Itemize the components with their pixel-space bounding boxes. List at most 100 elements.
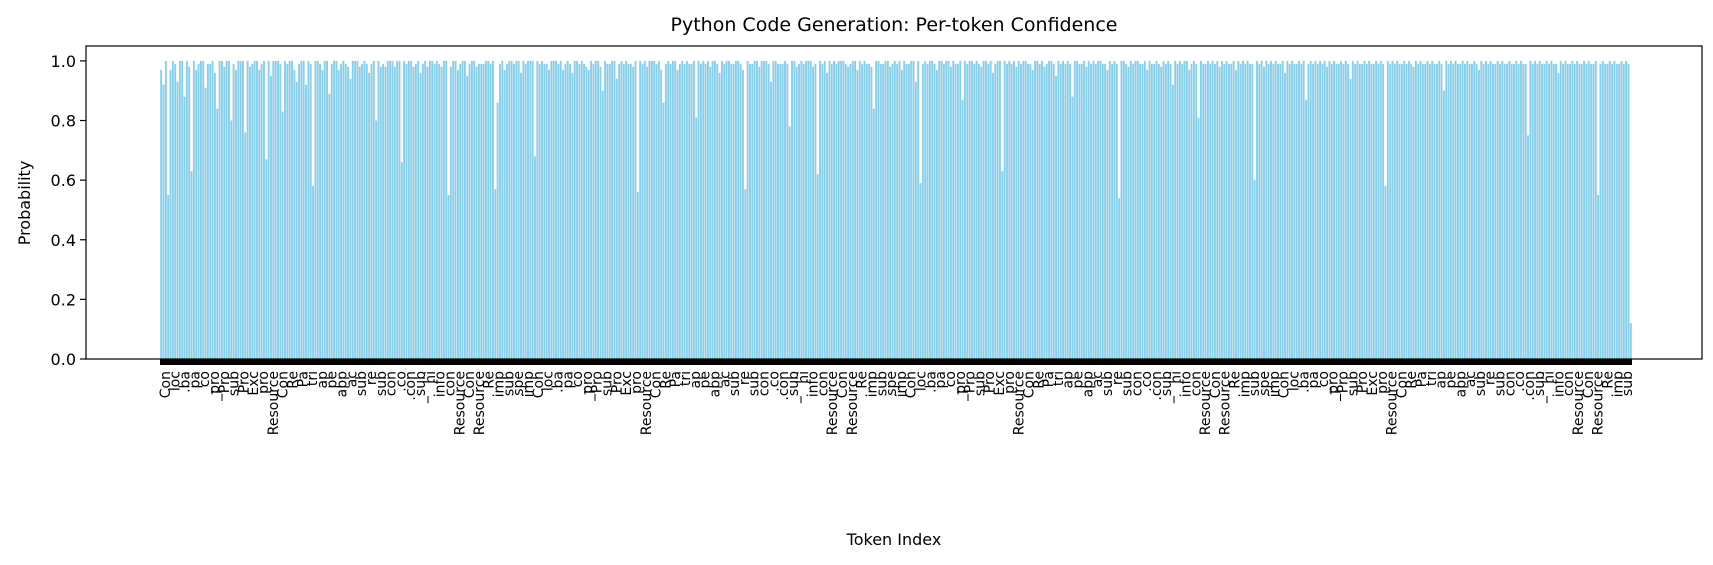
bar [1055, 75, 1057, 359]
bar [1601, 60, 1604, 360]
x-tick-label: Re [658, 371, 674, 389]
bar [485, 60, 487, 360]
bar [202, 60, 205, 360]
bar [1164, 63, 1167, 359]
bar [646, 66, 649, 360]
bar [963, 60, 966, 360]
bar [195, 69, 198, 359]
x-tick-label: spe [1257, 371, 1273, 396]
bar [328, 93, 331, 359]
bar [1225, 60, 1228, 360]
bar [449, 66, 452, 360]
bar [569, 63, 571, 359]
x-tick-label: info [1551, 371, 1567, 397]
bar [227, 60, 230, 360]
x-tick-label: sub [227, 371, 243, 396]
bar [1548, 63, 1550, 359]
x-tick-label: sub [374, 371, 390, 396]
x-tick-label: Con [835, 371, 851, 398]
bar [211, 60, 214, 360]
bar [183, 96, 186, 360]
x-tick-label: .con [403, 371, 419, 401]
bar [1157, 63, 1160, 359]
bar [281, 111, 284, 359]
bar [1377, 63, 1380, 359]
x-tick-label: hi [1169, 371, 1185, 384]
bar [375, 120, 378, 360]
bar [770, 81, 772, 360]
bar [657, 60, 660, 360]
bar [1449, 60, 1452, 360]
bar [300, 60, 303, 360]
bar [844, 63, 847, 359]
bar [816, 174, 819, 359]
bar [192, 60, 195, 360]
bar [674, 60, 677, 360]
bar [1534, 60, 1536, 360]
bar [1270, 60, 1272, 360]
bar [706, 60, 709, 360]
bar [711, 60, 714, 360]
bar [435, 60, 438, 360]
bar [800, 60, 803, 360]
bar [992, 72, 994, 359]
bar [1230, 63, 1233, 359]
bar [428, 60, 431, 360]
x-tick-label: hi [1542, 371, 1558, 384]
bar [854, 60, 857, 360]
bar [641, 63, 644, 359]
x-tick-label: app [708, 371, 724, 397]
bar [718, 72, 721, 359]
x-tick-label: con [1129, 371, 1145, 396]
bar [1003, 60, 1006, 360]
bar [938, 60, 941, 360]
bar [1372, 63, 1375, 359]
bar [1244, 63, 1247, 359]
bar [358, 66, 361, 360]
bar [590, 60, 593, 360]
x-tick-label: Con [1022, 371, 1038, 398]
bar [1087, 60, 1090, 360]
bar [1541, 63, 1543, 359]
x-tick-label: pa [560, 371, 576, 388]
x-tick-label: con [1561, 371, 1577, 396]
bar [639, 60, 642, 360]
bar [1059, 63, 1062, 359]
bar [1620, 60, 1623, 360]
x-tick-label: _sub [1159, 371, 1175, 404]
bar [562, 69, 564, 359]
bar [1073, 60, 1076, 360]
bar [206, 63, 209, 359]
bar [975, 60, 978, 360]
x-tick-label: Exc [1365, 371, 1381, 396]
x-tick-label: ap [1061, 371, 1077, 389]
bar [1316, 63, 1319, 359]
bar [1407, 60, 1410, 360]
bar [1370, 63, 1373, 359]
bar [942, 63, 945, 359]
bar [688, 63, 691, 359]
bar [601, 90, 604, 360]
bar [1368, 60, 1371, 360]
x-tick-label: tri [1424, 371, 1440, 386]
bar [1328, 60, 1331, 360]
bar [826, 72, 829, 359]
bar [1618, 63, 1621, 359]
x-tick-label: Con [462, 371, 478, 398]
bar [716, 63, 719, 359]
bar [587, 69, 590, 359]
bar [1330, 63, 1333, 359]
bar [1342, 63, 1345, 359]
bar [893, 60, 896, 360]
x-tick-label: imp [894, 371, 910, 398]
x-tick-label: sub [1100, 371, 1116, 396]
bar [253, 60, 256, 360]
bar [1442, 90, 1445, 360]
y-tick-label: 0.0 [51, 350, 76, 369]
bar [959, 60, 962, 360]
bar [1550, 60, 1553, 360]
bar [400, 162, 403, 359]
bar [1181, 63, 1184, 359]
bar [258, 69, 261, 359]
bar [1277, 63, 1279, 359]
